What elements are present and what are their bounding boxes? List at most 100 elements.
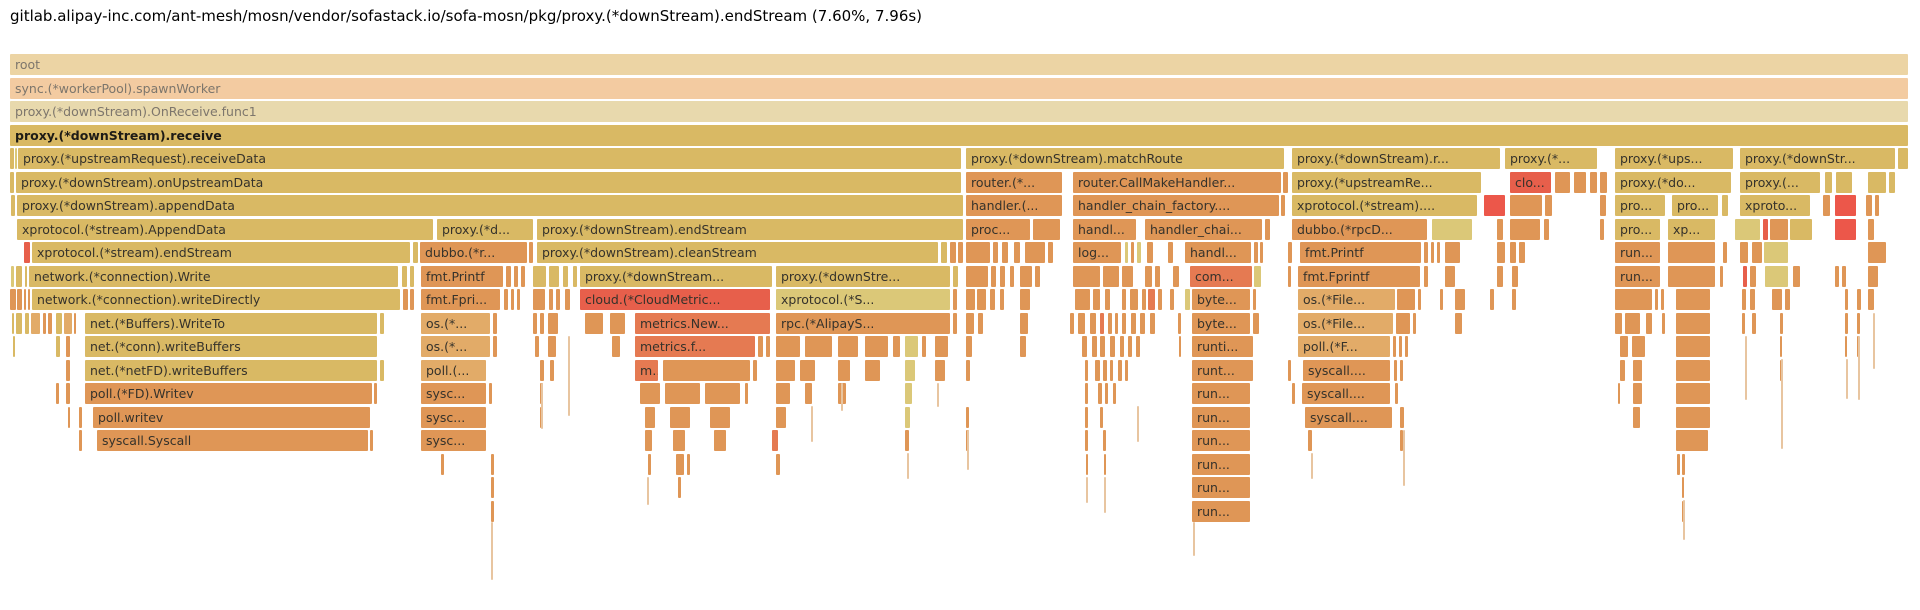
flame-sliver[interactable] [1110,336,1115,357]
flame-sliver[interactable] [1676,430,1708,451]
flame-sliver[interactable] [1103,430,1106,451]
flame-sliver[interactable] [676,453,684,475]
flame-sliver[interactable] [1122,312,1126,334]
flame-bar[interactable]: byte... [1192,312,1250,334]
flame-sliver[interactable] [1078,312,1085,334]
flame-sliver[interactable] [966,242,990,263]
flame-sliver[interactable] [1676,289,1710,310]
flame-sliver[interactable] [1145,265,1152,287]
flame-sliver[interactable] [573,265,577,287]
flame-sliver[interactable] [776,383,790,404]
flame-sliver[interactable] [74,312,76,334]
flame-sliver[interactable] [1772,289,1782,310]
flame-sliver[interactable] [1155,265,1160,287]
flame-sliver[interactable] [1432,218,1472,240]
flame-sliver[interactable] [56,336,60,357]
flame-sliver[interactable] [1742,312,1745,334]
flame-bar[interactable]: os.(*File... [1298,312,1393,334]
flame-sliver[interactable] [1512,289,1516,310]
flame-bar[interactable]: proxy.(*downStream).r... [1292,148,1500,169]
flame-bar[interactable]: proxy.(*downStream).matchRoute [966,148,1284,169]
flame-sliver[interactable] [805,383,812,404]
flame-bar[interactable]: proxy.(*downStre... [776,265,950,287]
flame-sliver[interactable] [1682,477,1684,498]
flame-sliver[interactable] [1131,242,1134,263]
flame-sliver[interactable] [1085,383,1088,404]
flame-bar[interactable]: handl... [1073,218,1136,240]
flame-sliver[interactable] [1173,265,1179,287]
flame-bar[interactable]: runti... [1192,336,1253,357]
flame-sliver[interactable] [1445,265,1455,287]
flame-sliver[interactable] [1510,195,1542,216]
flame-sliver[interactable] [380,359,384,381]
flame-sliver[interactable] [1763,218,1768,240]
flame-sliver[interactable] [521,265,525,287]
flame-bar[interactable]: xprotocol.(*S... [776,289,950,310]
flame-sliver[interactable] [533,289,545,310]
flame-sliver[interactable] [1265,218,1270,240]
flame-sliver[interactable] [645,430,652,451]
flame-sliver[interactable] [1136,336,1140,357]
flame-sliver[interactable] [1093,289,1100,310]
flame-sliver[interactable] [1646,312,1652,334]
flame-sliver[interactable] [1866,195,1872,216]
flame-sliver[interactable] [1090,312,1096,334]
flame-sliver[interactable] [24,289,26,310]
flame-bar[interactable]: os.(*... [421,336,490,357]
flame-sliver[interactable] [1620,359,1625,381]
flame-sliver[interactable] [10,171,14,193]
flame-sliver[interactable] [865,336,888,357]
flame-sliver[interactable] [1254,242,1258,263]
flame-bar[interactable]: poll.(*FD).Writev [85,383,372,404]
flame-sliver[interactable] [714,430,726,451]
flame-sliver[interactable] [370,430,373,451]
flame-sliver[interactable] [758,336,763,357]
flame-sliver[interactable] [1100,336,1105,357]
flame-sliver[interactable] [1676,359,1710,381]
flame-sliver[interactable] [1497,242,1505,263]
flame-sliver[interactable] [1288,242,1292,263]
flame-sliver[interactable] [1742,289,1746,310]
flame-sliver[interactable] [1555,171,1570,193]
flame-sliver[interactable] [1574,171,1586,193]
flame-sliver[interactable] [1395,383,1398,404]
flame-sliver[interactable] [493,336,497,357]
flame-sliver[interactable] [79,430,82,451]
flame-sliver[interactable] [1484,195,1505,216]
flame-sliver[interactable] [1095,359,1100,381]
flame-sliver[interactable] [1170,289,1174,310]
flame-sliver[interactable] [1600,195,1606,216]
flame-bar[interactable]: proxy.(*downStream).onUpstreamData [16,171,961,193]
flame-bar[interactable]: syscall.... [1303,359,1390,381]
flame-sliver[interactable] [556,289,560,310]
flame-bar[interactable]: run... [1192,406,1250,428]
flame-bar[interactable]: run... [1615,265,1660,287]
flame-bar[interactable]: proxy.(*downStream).endStream [537,218,963,240]
flame-sliver[interactable] [1098,383,1102,404]
flame-sliver[interactable] [1440,289,1443,310]
flame-sliver[interactable] [1590,171,1597,193]
flame-sliver[interactable] [1750,265,1756,287]
flame-sliver[interactable] [1889,171,1895,193]
flame-sliver[interactable] [966,359,970,381]
flame-sliver[interactable] [1770,218,1788,240]
flame-sliver[interactable] [410,289,414,310]
flame-sliver[interactable] [966,406,969,428]
flame-bar[interactable]: handler.(... [966,195,1062,216]
flame-sliver[interactable] [1073,265,1100,287]
flame-bar[interactable]: os.(*... [421,312,490,334]
flame-bar[interactable]: syscall.... [1302,383,1390,404]
flame-sliver[interactable] [1405,336,1408,357]
flame-sliver[interactable] [663,359,750,381]
flame-sliver[interactable] [1676,383,1710,404]
flame-sliver[interactable] [1445,242,1460,263]
flame-sliver[interactable] [1633,359,1642,381]
flame-sliver[interactable] [16,265,22,287]
flame-sliver[interactable] [1413,312,1416,334]
flame-sliver[interactable] [1168,242,1173,263]
flame-bar[interactable]: handl... [1185,242,1251,263]
flame-sliver[interactable] [1100,406,1103,428]
flame-sliver[interactable] [1020,265,1032,287]
flame-bar[interactable]: syscall.... [1305,406,1392,428]
flame-sliver[interactable] [491,477,494,498]
